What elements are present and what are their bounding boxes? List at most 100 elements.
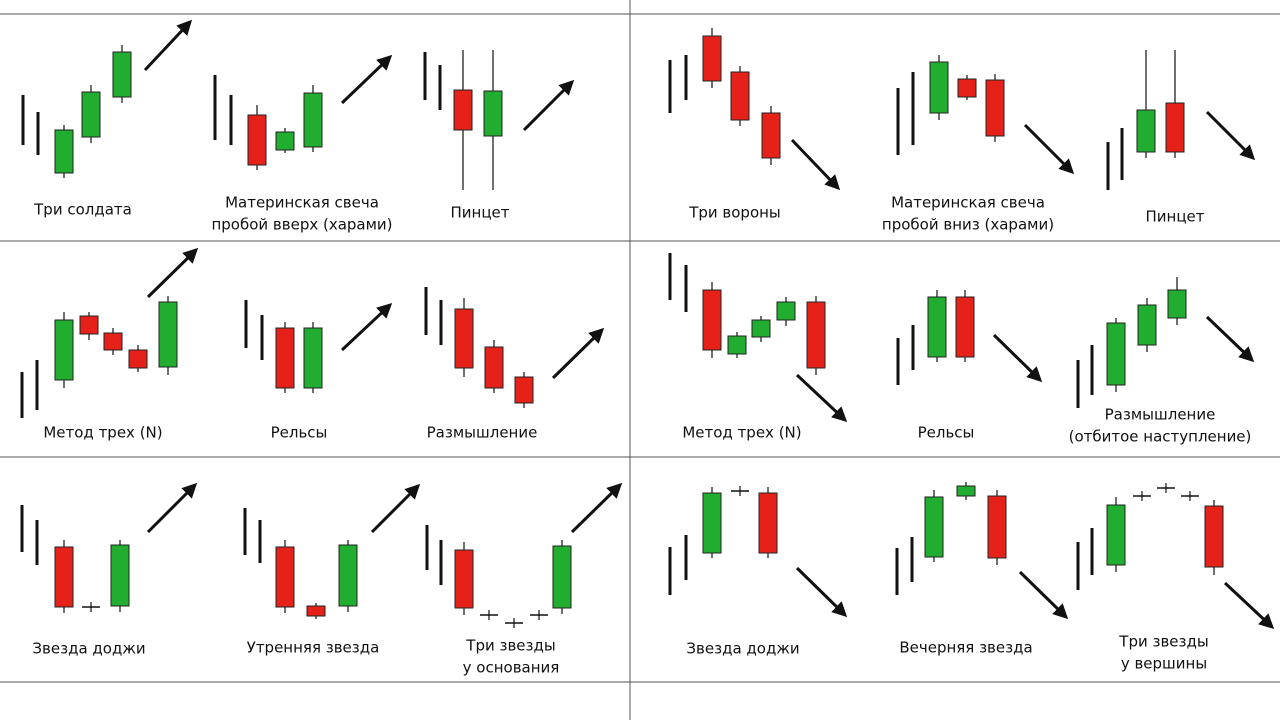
candle-body: [81, 91, 101, 138]
trend-arrow: [551, 327, 605, 380]
pattern: Звезда доджи: [20, 482, 198, 658]
trend-arrow: [146, 247, 199, 299]
pattern: Звезда доджи: [668, 486, 848, 658]
candle-body: [514, 376, 534, 404]
trend-arrow: [370, 483, 421, 534]
candle-body: [54, 129, 74, 174]
trend-arrow: [1018, 570, 1069, 620]
candle-body: [1106, 504, 1126, 566]
candle-body: [730, 71, 750, 121]
pattern-label: Материнская свеча: [891, 194, 1045, 212]
pattern-label: Рельсы: [271, 424, 328, 442]
candle-body: [454, 549, 474, 609]
pattern: Три вороны: [668, 28, 841, 222]
candle-body: [1106, 322, 1126, 386]
trend-arrow: [146, 482, 198, 534]
candle-body: [727, 335, 747, 355]
pattern: Метод трех (N): [20, 247, 199, 442]
candle-body: [247, 114, 267, 166]
pattern: Пинцет: [1106, 50, 1256, 226]
pattern-label: Метод трех (N): [43, 424, 162, 442]
candle-body: [54, 319, 74, 381]
candle-body: [275, 327, 295, 389]
candle-body: [112, 51, 132, 98]
candle-body: [79, 315, 99, 335]
pattern-label: Три звезды: [465, 637, 555, 655]
candle-body: [924, 496, 944, 558]
pattern: Три звезды у вершины: [1076, 483, 1275, 673]
pattern-label: у вершины: [1121, 655, 1207, 673]
pattern: Вечерняя звезда: [895, 482, 1069, 657]
candle-body: [54, 546, 74, 608]
trend-arrow: [1205, 110, 1256, 161]
pattern-label: Три звезды: [1118, 633, 1208, 651]
candle-body: [275, 546, 295, 608]
trend-arrow: [1205, 315, 1255, 363]
candle-body: [776, 301, 796, 321]
pattern: Утренняя звезда: [243, 483, 421, 657]
trend-arrow: [795, 373, 848, 423]
pattern-label: Звезда доджи: [32, 640, 145, 658]
trend-arrow: [1023, 123, 1075, 175]
candle-body: [454, 308, 474, 369]
trend-arrow: [570, 482, 623, 534]
pattern-label: пробой вверх (харами): [211, 216, 392, 234]
candle-body: [483, 90, 503, 137]
pattern-label: Три вороны: [688, 204, 781, 222]
candle-body: [552, 545, 572, 609]
pattern-label: у основания: [463, 659, 560, 677]
pattern-label: Три солдата: [33, 201, 132, 219]
candle-body: [338, 544, 358, 607]
candle-body: [1167, 289, 1187, 319]
trend-arrow: [143, 19, 193, 72]
candle-body: [1165, 102, 1185, 153]
candle-body: [751, 319, 771, 338]
trend-arrow: [340, 302, 393, 352]
candle-body: [927, 296, 947, 358]
pattern-label: Пинцет: [450, 204, 509, 222]
candle-body: [306, 605, 326, 617]
pattern: Пинцет: [423, 50, 575, 222]
candle-body: [1137, 304, 1157, 346]
pattern-label: пробой вниз (харами): [882, 216, 1054, 234]
trend-arrow: [790, 138, 841, 191]
candle-body: [987, 495, 1007, 559]
pattern-label: Метод трех (N): [682, 424, 801, 442]
pattern-label: (отбитое наступление): [1069, 428, 1252, 446]
candle-body: [158, 301, 178, 368]
candle-body: [758, 492, 778, 554]
trend-arrow: [795, 566, 848, 618]
pattern: Три звезды у основания: [425, 482, 623, 677]
pattern: Размышление (отбитое наступление): [1069, 277, 1255, 446]
candle-body: [702, 35, 722, 82]
pattern: Метод трех (N): [668, 253, 848, 442]
trend-arrow: [992, 333, 1043, 383]
pattern: Материнская свеча пробой вверх (харами): [211, 54, 393, 234]
pattern: Рельсы: [244, 300, 393, 442]
candle-body: [1204, 505, 1224, 568]
candle-body: [128, 349, 148, 369]
candle-body: [761, 112, 781, 159]
pattern-label: Рельсы: [918, 424, 975, 442]
candle-body: [985, 79, 1005, 137]
trend-arrow: [340, 54, 393, 105]
pattern: Три солдата: [21, 19, 193, 219]
candle-body: [929, 61, 949, 114]
candle-body: [956, 485, 976, 497]
candle-body: [957, 78, 977, 98]
candle-body: [702, 492, 722, 554]
candle-body: [806, 301, 826, 369]
pattern: Материнская свеча пробой вниз (харами): [882, 55, 1075, 234]
candle-body: [110, 544, 130, 607]
candle-body: [453, 89, 473, 131]
pattern-label: Размышление: [1105, 406, 1216, 424]
pattern-label: Размышление: [427, 424, 538, 442]
pattern-label: Материнская свеча: [225, 194, 379, 212]
pattern: Рельсы: [896, 290, 1043, 442]
candle-body: [484, 346, 504, 389]
pattern-label: Звезда доджи: [686, 640, 799, 658]
candle-body: [1136, 109, 1156, 153]
pattern-label: Вечерняя звезда: [899, 639, 1032, 657]
